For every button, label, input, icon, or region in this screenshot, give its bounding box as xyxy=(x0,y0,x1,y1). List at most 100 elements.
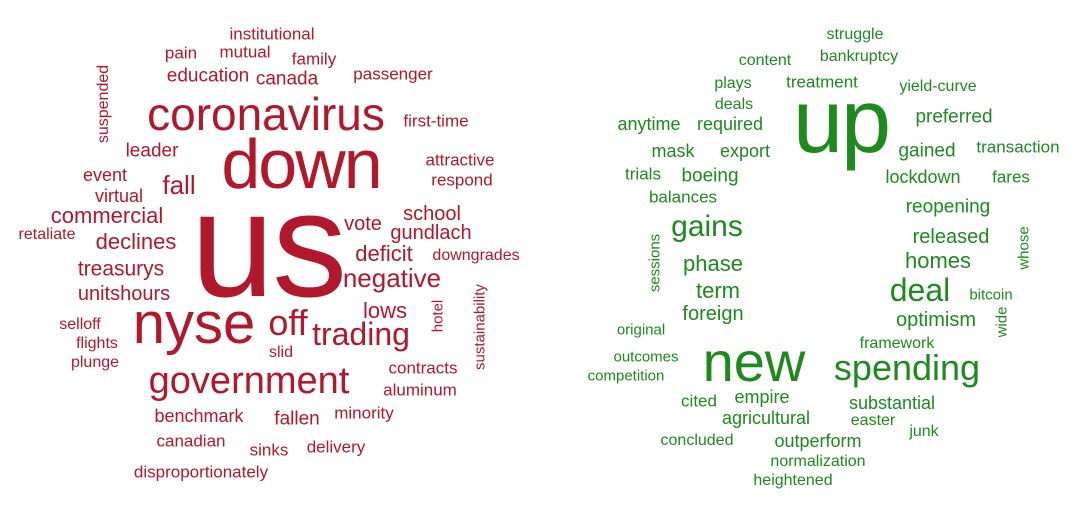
word-lows: lows xyxy=(362,298,408,323)
word-vote: vote xyxy=(344,213,382,235)
word-bankruptcy: bankruptcy xyxy=(819,48,899,65)
word-spending: spending xyxy=(833,347,981,388)
word-lockdown: lockdown xyxy=(885,167,961,187)
word-optimism: optimism xyxy=(895,309,977,331)
word-yield-curve: yield-curve xyxy=(899,78,977,95)
word-contracts: contracts xyxy=(388,358,458,378)
word-canada: canada xyxy=(255,68,319,90)
word-fares: fares xyxy=(992,167,1030,187)
word-gundlach: gundlach xyxy=(390,222,472,244)
word-concluded: concluded xyxy=(660,432,734,449)
word-export: export xyxy=(719,141,771,161)
word-selloff: selloff xyxy=(59,316,101,333)
word-up: up xyxy=(792,72,891,172)
word-transaction: transaction xyxy=(976,137,1060,157)
word-fallen: fallen xyxy=(274,408,320,430)
word-agricultural: agricultural xyxy=(721,408,811,428)
word-event: event xyxy=(82,165,128,185)
word-education: education xyxy=(166,65,250,87)
word-family: family xyxy=(291,49,337,69)
word-first-time: first-time xyxy=(403,111,469,131)
word-flights: flights xyxy=(76,335,118,352)
word-mutual: mutual xyxy=(219,42,271,62)
word-canadian: canadian xyxy=(156,431,226,451)
word-fall: fall xyxy=(162,170,196,200)
word-mask: mask xyxy=(651,141,695,161)
word-deal: deal xyxy=(889,272,951,308)
word-retaliate: retaliate xyxy=(18,226,76,243)
word-government: government xyxy=(148,360,350,402)
word-substantial: substantial xyxy=(848,393,936,413)
word-plays: plays xyxy=(714,75,752,92)
word-homes: homes xyxy=(904,248,972,273)
negative-word-cloud: us down coronavirus nyse government off tradin… xyxy=(0,0,543,513)
word-reopening: reopening xyxy=(905,196,991,218)
word-negative: negative xyxy=(342,263,442,293)
word-leader: leader xyxy=(125,140,179,162)
word-respond: respond xyxy=(431,170,493,190)
word-term: term xyxy=(696,278,740,303)
word-trading: trading xyxy=(312,316,410,352)
word-phase: phase xyxy=(683,251,743,276)
word-original: original xyxy=(616,321,666,339)
word-framework: framework xyxy=(859,335,935,352)
word-cited: cited xyxy=(681,391,717,411)
word-gained: gained xyxy=(898,140,956,162)
word-virtual: virtual xyxy=(94,186,144,206)
word-empire: empire xyxy=(734,387,790,407)
word-competition: competition xyxy=(587,367,665,385)
word-declines: declines xyxy=(95,229,177,254)
word-delivery: delivery xyxy=(306,437,366,457)
word-down: down xyxy=(221,125,382,203)
word-slid: slid xyxy=(268,344,294,361)
word-gains: gains xyxy=(671,210,743,243)
word-new: new xyxy=(702,330,806,393)
word-downgrades: downgrades xyxy=(432,247,520,264)
word-off: off xyxy=(268,302,308,343)
word-nyse: nyse xyxy=(132,291,256,356)
word-passenger: passenger xyxy=(353,64,433,84)
word-disproportionately: disproportionately xyxy=(133,462,269,482)
word-required: required xyxy=(696,114,764,134)
word-pain: pain xyxy=(164,43,198,63)
word-bitcoin: bitcoin xyxy=(969,286,1013,304)
word-trials: trials xyxy=(625,164,661,184)
word-anytime: anytime xyxy=(617,114,681,134)
word-content: content xyxy=(738,52,792,69)
word-boeing: boeing xyxy=(681,165,739,187)
word-released: released xyxy=(912,226,990,248)
word-treasurys: treasurys xyxy=(77,257,165,281)
word-hotel: hotel xyxy=(429,299,447,333)
word-struggle: struggle xyxy=(826,26,884,43)
word-outperform: outperform xyxy=(774,431,862,451)
word-wide: wide xyxy=(993,306,1011,338)
word-aluminum: aluminum xyxy=(383,380,457,400)
word-normalization: normalization xyxy=(770,453,866,470)
word-plunge: plunge xyxy=(70,354,120,371)
word-preferred: preferred xyxy=(915,106,993,128)
word-heightened: heightened xyxy=(753,472,833,489)
word-coronavirus: coronavirus xyxy=(147,88,385,140)
positive-word-cloud: up new spending deal gains phase term foreign ho… xyxy=(543,0,1087,513)
word-institutional: institutional xyxy=(229,24,315,44)
word-suspended: suspended xyxy=(95,64,112,144)
word-deficit: deficit xyxy=(355,241,413,266)
word-easter: easter xyxy=(850,412,896,429)
word-benchmark: benchmark xyxy=(154,406,244,426)
word-sessions: sessions xyxy=(646,233,664,293)
word-foreign: foreign xyxy=(682,303,744,325)
word-unitshours: unitshours xyxy=(77,283,171,305)
word-school: school xyxy=(403,203,461,225)
word-sustainability: sustainability xyxy=(471,284,489,370)
word-junk: junk xyxy=(909,423,939,440)
word-balances: balances xyxy=(648,187,718,207)
word-minority: minority xyxy=(334,403,394,423)
word-commercial: commercial xyxy=(50,203,164,228)
word-outcomes: outcomes xyxy=(613,348,679,366)
word-treatment: treatment xyxy=(786,72,858,92)
word-attractive: attractive xyxy=(425,150,495,170)
word-whose: whose xyxy=(1015,226,1033,270)
word-deals: deals xyxy=(714,96,754,113)
word-sinks: sinks xyxy=(249,440,289,460)
word-us: us xyxy=(190,160,347,328)
